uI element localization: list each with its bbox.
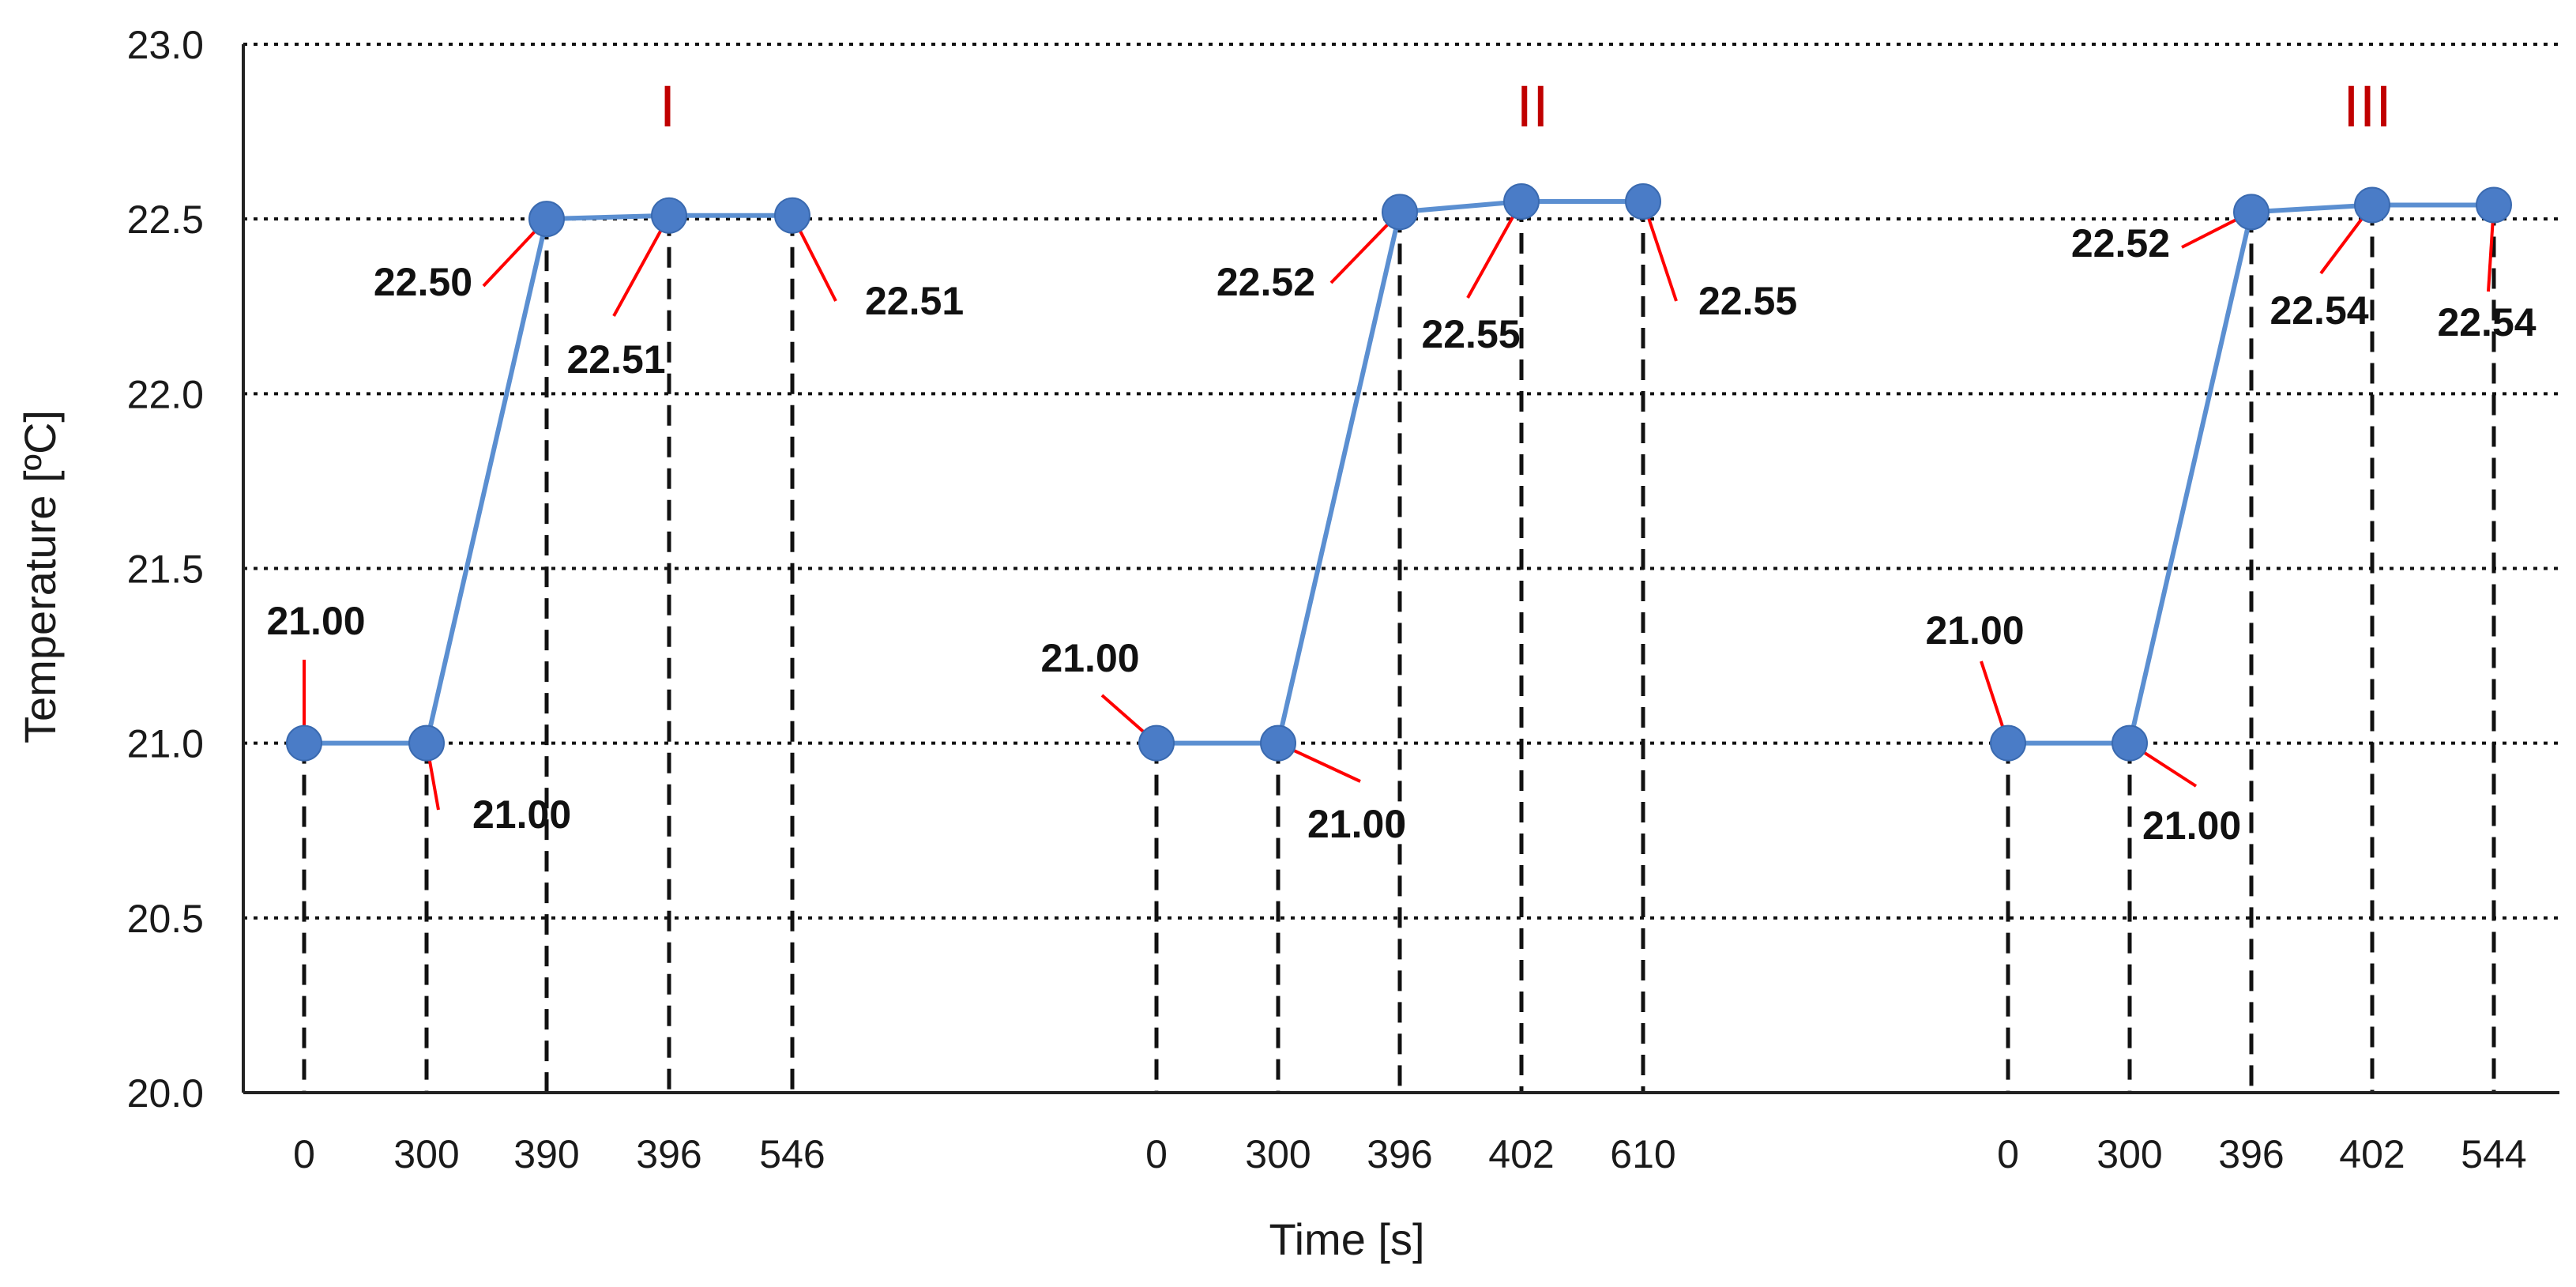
panel-title: III	[2343, 73, 2392, 139]
y-tick-label: 20.5	[127, 897, 204, 941]
data-point	[1138, 724, 1175, 762]
axes	[242, 44, 2559, 1094]
data-label: 21.00	[1307, 802, 1406, 846]
data-point	[1382, 194, 1418, 231]
y-axis-title: Temperature [ºC]	[15, 410, 65, 743]
x-tick-label: 544	[2461, 1132, 2526, 1176]
x-axis-title: Time [s]	[1269, 1214, 1424, 1264]
x-tick-label: 396	[636, 1132, 701, 1176]
y-tick-label: 20.0	[127, 1071, 204, 1116]
data-point	[2476, 186, 2512, 224]
data-label: 21.00	[266, 599, 365, 643]
x-tick-label: 0	[293, 1132, 315, 1176]
data-label: 21.00	[2142, 803, 2241, 848]
data-point	[774, 197, 810, 234]
drop-lines	[302, 201, 2496, 1093]
x-tick-label: 0	[1997, 1132, 2019, 1176]
data-label: 22.52	[2071, 221, 2170, 265]
data-point	[286, 724, 322, 762]
y-tick-label: 21.5	[127, 548, 204, 592]
data-label: 21.00	[472, 792, 571, 837]
data-label: 22.51	[566, 337, 665, 382]
data-point	[2112, 724, 2148, 762]
panel-title: I	[660, 73, 676, 139]
data-markers	[286, 183, 2512, 762]
data-label: 22.54	[2437, 300, 2536, 344]
x-tick-label: 300	[1245, 1132, 1311, 1176]
data-point	[1990, 724, 2026, 762]
x-tick-label: 0	[1145, 1132, 1168, 1176]
data-point	[1625, 183, 1661, 220]
data-label: 22.51	[865, 279, 964, 323]
data-point	[2354, 186, 2390, 224]
x-tick-label: 610	[1610, 1132, 1675, 1176]
data-label: 22.55	[1421, 312, 1520, 356]
data-label: 21.00	[1925, 608, 2024, 653]
data-point	[408, 724, 445, 762]
data-point	[2233, 194, 2270, 231]
y-tick-label: 22.0	[127, 372, 204, 416]
x-tick-label: 390	[513, 1132, 579, 1176]
data-point	[528, 201, 565, 238]
data-point	[1260, 724, 1296, 762]
data-point	[1503, 183, 1540, 220]
x-tick-label: 402	[2339, 1132, 2405, 1176]
y-tick-label: 21.0	[127, 722, 204, 766]
data-label: 21.00	[1040, 636, 1139, 680]
label-leader	[612, 214, 671, 317]
y-tick-label: 23.0	[127, 23, 204, 67]
y-tick-label: 22.5	[127, 198, 204, 242]
x-tick-label: 396	[2218, 1132, 2284, 1176]
x-tick-label: 546	[759, 1132, 825, 1176]
text-labels: 20.0 20.5 21.0 21.5 22.0 22.5 23.0 I 0 300 390 396 5…	[127, 23, 2537, 1176]
label-leader	[1466, 201, 1523, 299]
data-label: 22.55	[1698, 279, 1797, 323]
x-tick-label: 402	[1488, 1132, 1554, 1176]
data-label: 22.54	[2270, 288, 2368, 333]
x-tick-label: 300	[2097, 1132, 2162, 1176]
data-label: 22.52	[1217, 260, 1315, 304]
data-label: 22.50	[374, 260, 472, 304]
panel-title: II	[1516, 73, 1548, 139]
data-point	[651, 197, 687, 234]
x-tick-label: 396	[1367, 1132, 1432, 1176]
x-tick-label: 300	[393, 1132, 459, 1176]
